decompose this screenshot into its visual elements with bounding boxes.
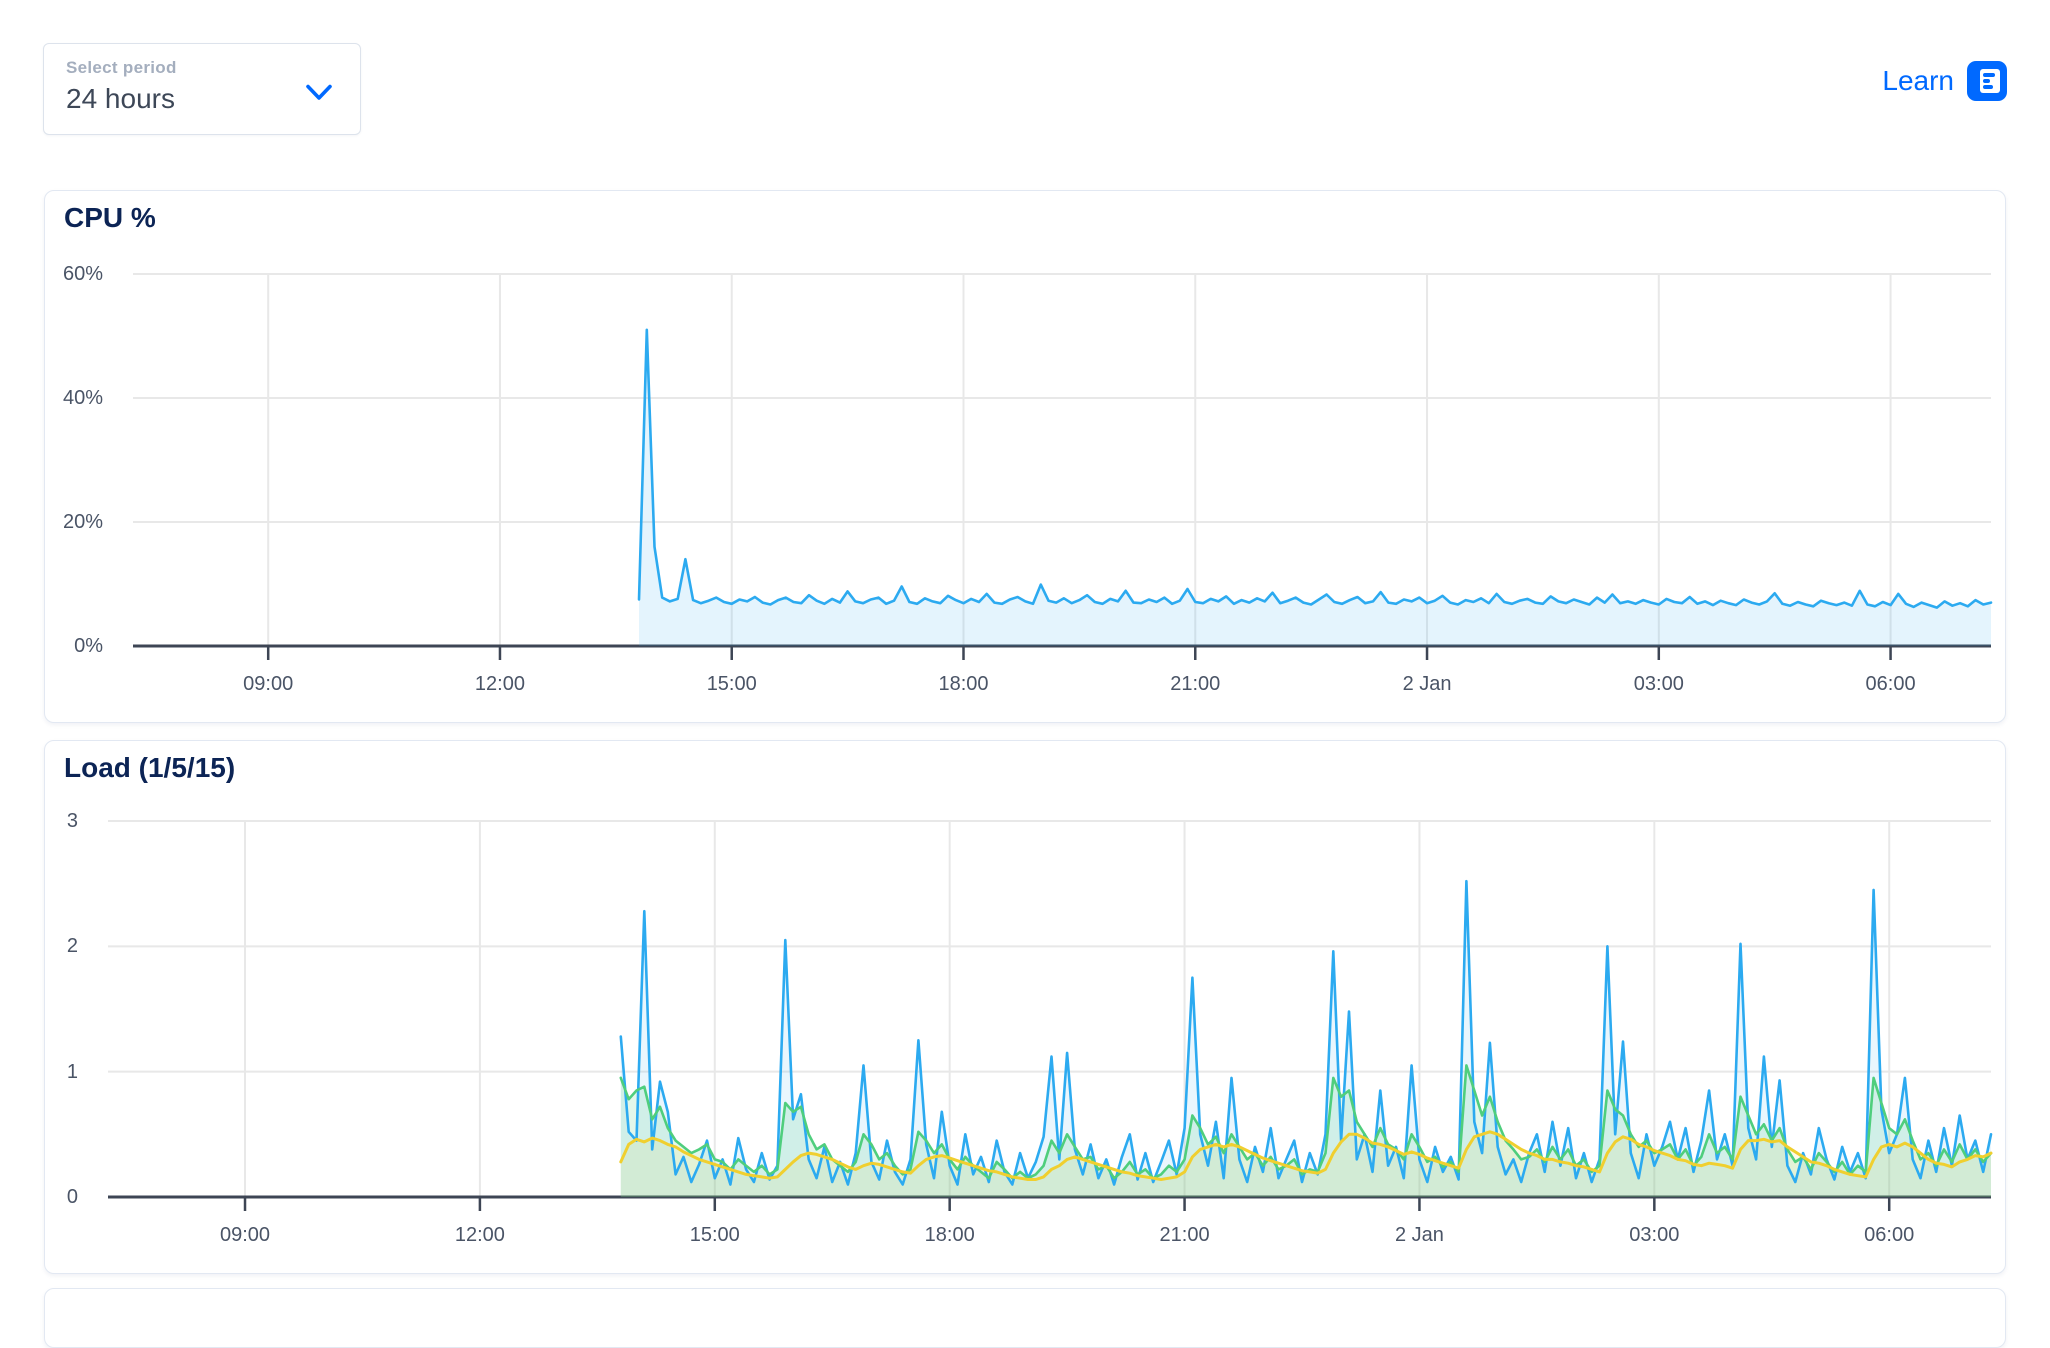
y-tick-label: 2 [66, 935, 78, 958]
period-select-label: Select period [66, 58, 177, 77]
x-tick-label: 2 Jan [1402, 673, 1452, 695]
y-tick-label: 0 [66, 1186, 78, 1208]
load1-series-line [619, 879, 1993, 1186]
load-card: Load (1/5/15) 09:00 12:00 15:00 18:00 21:00 2… [44, 740, 2006, 1274]
x-tick-label: 03:00 [1633, 673, 1684, 695]
y-tick-label: 40% [62, 387, 103, 409]
load-chart[interactable]: 09:00 12:00 15:00 18:00 21:00 2 Jan 03:00 06:00… [67, 810, 1993, 1246]
load15-series-line [619, 1130, 1993, 1181]
x-tick-label: 06:00 [1864, 1224, 1915, 1246]
y-tick-label: 60% [62, 263, 103, 285]
monitoring-graphs-page: Select period 24 hours Learn CPU % 09:00… [43, 43, 2007, 1348]
x-tick-label: 21:00 [1159, 1224, 1210, 1246]
x-tick-label: 06:00 [1865, 673, 1916, 695]
x-tick-label: 09:00 [243, 673, 294, 695]
y-tick-label: 0% [74, 635, 103, 657]
load-chart-title: Load (1/5/15) [64, 752, 236, 783]
y-tick-label: 3 [66, 810, 78, 832]
x-tick-label: 12:00 [474, 673, 525, 695]
cpu-card: CPU % 09:00 12:00 15:00 18:00 21:00 2 Jan 03:0… [44, 190, 2006, 723]
y-tick-label: 20% [62, 511, 103, 533]
period-select-value: 24 hours [66, 83, 175, 114]
x-tick-label: 12:00 [454, 1224, 505, 1246]
learn-label: Learn [1882, 65, 1954, 96]
x-tick-label: 15:00 [689, 1224, 740, 1246]
cpu-chart-svg [133, 273, 1993, 660]
cpu-series-line [637, 328, 1993, 609]
x-tick-label: 2 Jan [1394, 1224, 1444, 1246]
next-card-partial [44, 1288, 2006, 1348]
cpu-chart[interactable]: 09:00 12:00 15:00 18:00 21:00 2 Jan 03:00 06:00… [63, 263, 1993, 695]
x-tick-label: 03:00 [1629, 1224, 1680, 1246]
cpu-chart-title: CPU % [64, 202, 156, 233]
x-tick-label: 18:00 [924, 1224, 975, 1246]
x-tick-label: 18:00 [938, 673, 989, 695]
period-select[interactable]: Select period 24 hours [43, 43, 361, 135]
x-tick-label: 09:00 [219, 1224, 271, 1246]
y-tick-label: 1 [66, 1060, 78, 1083]
x-tick-label: 15:00 [706, 673, 757, 695]
chevron-down-icon [306, 84, 332, 100]
learn-link[interactable]: Learn [1882, 61, 2007, 101]
load-chart-svg [108, 820, 1993, 1211]
x-tick-label: 21:00 [1170, 673, 1221, 695]
docs-icon [1967, 61, 2007, 101]
